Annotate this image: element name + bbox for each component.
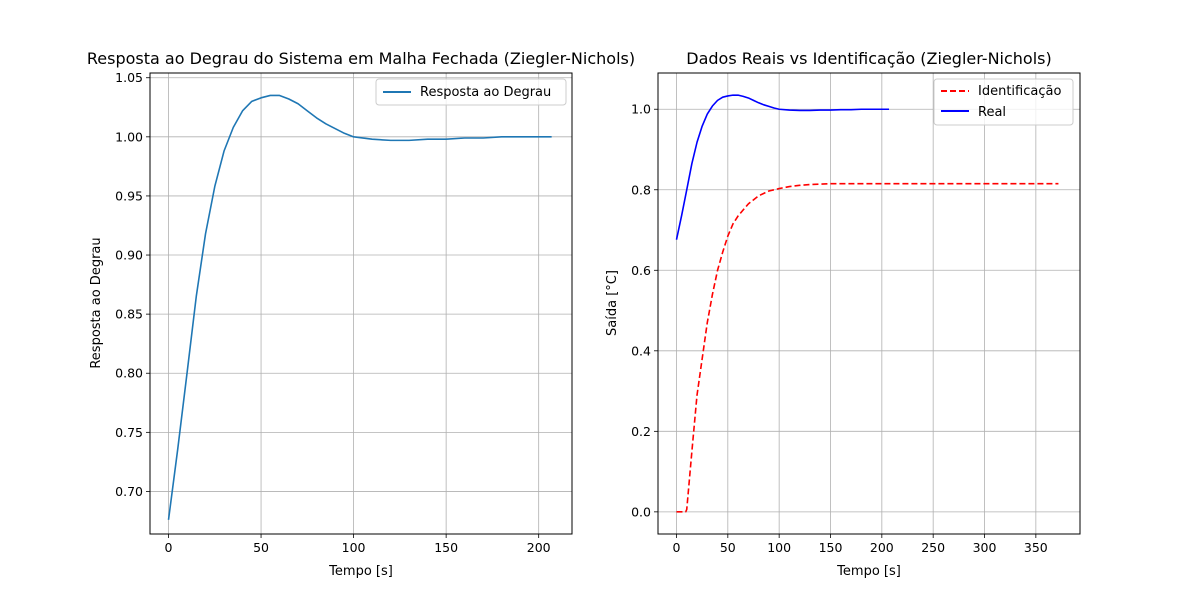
step-response-legend: Resposta ao Degrau — [375, 78, 567, 106]
real-vs-identification-xlabel: Tempo [s] — [836, 564, 901, 579]
step-response-y-tick-label: 0.80 — [115, 366, 143, 381]
step-response-y-tick-label: 1.05 — [115, 70, 143, 85]
real-vs-identification-x-tick-label: 300 — [973, 540, 997, 555]
legend-label-step-response: Resposta ao Degrau — [420, 85, 551, 100]
series-line-real — [675, 94, 890, 240]
step-response-x-tick-label: 0 — [165, 540, 173, 555]
step-response-legend-box — [375, 78, 567, 106]
legend-label-real: Real — [978, 105, 1006, 120]
real-vs-identification-ylabel: Saída [°C] — [605, 270, 620, 336]
real-vs-identification-title: Dados Reais vs Identificação (Ziegler-Ni… — [686, 49, 1051, 68]
real-vs-identification-x-tick-label: 200 — [870, 540, 894, 555]
step-response-x-tick-label: 50 — [253, 540, 269, 555]
step-response-y-tick-label: 0.70 — [115, 484, 143, 499]
real-vs-identification-y-tick-label: 0.4 — [631, 343, 651, 358]
step-response-ticks: 0 50 100 150 200 0.70 0.75 0.80 0.85 0.90 0.95 1.00… — [115, 70, 551, 555]
step-response-x-tick-label: 100 — [342, 540, 366, 555]
real-vs-identification-subplot: Dados Reais vs Identificação (Ziegler-Ni… — [605, 49, 1081, 579]
legend-label-identification: Identificação — [978, 84, 1061, 99]
real-vs-identification-x-tick-label: 50 — [720, 540, 736, 555]
real-vs-identification-x-tick-label: 150 — [819, 540, 843, 555]
step-response-xlabel: Tempo [s] — [328, 564, 393, 579]
real-vs-identification-lines — [675, 94, 1059, 513]
real-vs-identification-y-tick-label: 0.0 — [631, 504, 651, 519]
step-response-y-tick-label: 0.75 — [115, 425, 143, 440]
step-response-y-tick-label: 1.00 — [115, 129, 143, 144]
step-response-grid — [150, 73, 572, 534]
real-vs-identification-axes-frame — [657, 72, 1081, 535]
step-response-y-tick-label: 0.95 — [115, 188, 143, 203]
real-vs-identification-ticks: 0 50 100 150 200 250 300 350 0.0 0.2 0.4 0.6 0.8 1.0 — [631, 102, 1048, 555]
real-vs-identification-legend: Identificação Real — [933, 78, 1074, 126]
real-vs-identification-x-tick-label: 350 — [1024, 540, 1048, 555]
real-vs-identification-x-tick-label: 0 — [673, 540, 681, 555]
step-response-title: Resposta ao Degrau do Sistema em Malha F… — [87, 49, 635, 68]
real-vs-identification-y-tick-label: 0.8 — [631, 182, 651, 197]
real-vs-identification-y-tick-label: 0.2 — [631, 424, 651, 439]
series-line-resposta-ao-degrau — [167, 94, 552, 520]
real-vs-identification-x-tick-label: 100 — [767, 540, 791, 555]
real-vs-identification-y-tick-label: 1.0 — [631, 102, 651, 117]
real-vs-identification-y-tick-label: 0.6 — [631, 263, 651, 278]
step-response-y-tick-label: 0.90 — [115, 248, 143, 263]
step-response-ylabel: Resposta ao Degrau — [89, 237, 104, 368]
step-response-x-tick-label: 150 — [434, 540, 458, 555]
real-vs-identification-grid — [658, 73, 1080, 534]
step-response-subplot: Resposta ao Degrau do Sistema em Malha F… — [87, 49, 635, 579]
step-response-lines — [167, 94, 552, 520]
series-line-identificacao — [676, 182, 1059, 513]
step-response-x-tick-label: 200 — [527, 540, 551, 555]
real-vs-identification-x-tick-label: 250 — [921, 540, 945, 555]
step-response-axes-frame — [149, 72, 573, 535]
step-response-y-tick-label: 0.85 — [115, 307, 143, 322]
